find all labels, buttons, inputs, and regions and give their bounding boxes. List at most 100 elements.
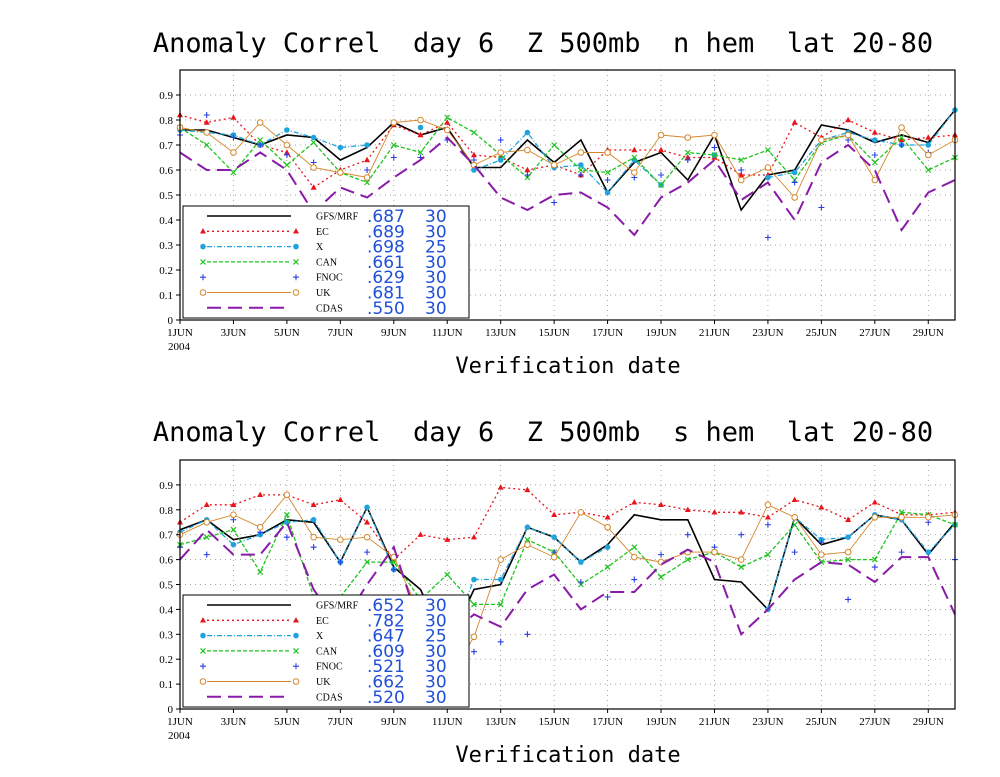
data-point-uk — [898, 124, 905, 131]
data-point-can — [684, 556, 691, 563]
x-tick-label: 7JUN — [328, 327, 354, 339]
x-tick-label: 27JUN — [859, 327, 890, 339]
data-point-can — [898, 509, 905, 516]
data-point-fnoc — [577, 172, 584, 178]
x-tick-label: 7JUN — [328, 716, 354, 728]
data-point-ec — [417, 531, 424, 537]
data-point-uk — [283, 491, 291, 499]
data-point-can — [631, 154, 638, 161]
legend-label-ec: EC — [316, 616, 329, 627]
data-point-uk — [924, 151, 932, 159]
data-point-can — [524, 536, 531, 543]
x-tick-label: 5JUN — [274, 716, 300, 728]
data-point-can — [711, 152, 718, 158]
data-point-uk — [577, 508, 585, 516]
data-point-x — [310, 516, 317, 523]
data-point-uk — [737, 556, 745, 563]
data-point-ec — [337, 496, 344, 503]
series-line-gfs-mrf — [180, 109, 956, 212]
data-point-uk — [844, 548, 852, 556]
x-tick-label: 21JUN — [699, 327, 730, 339]
data-point-fnoc — [283, 152, 290, 158]
data-point-fnoc — [845, 596, 852, 603]
legend-label-can: CAN — [316, 257, 337, 268]
legend-label-cdas: CDAS — [316, 692, 343, 703]
x-tick-label: 15JUN — [539, 327, 570, 339]
data-point-uk — [764, 164, 772, 171]
x-tick-label: 3JUN — [221, 327, 247, 339]
y-tick-label: 0.9 — [159, 90, 173, 102]
legend-score-x: .698 — [367, 238, 405, 258]
data-point-can — [791, 521, 798, 528]
x-tick-label: 29JUN — [913, 327, 944, 339]
data-point-x — [872, 137, 878, 143]
data-point-ec — [470, 151, 477, 158]
data-point-can — [765, 147, 771, 153]
data-point-x — [497, 576, 504, 583]
legend-count-cdas: 30 — [425, 688, 447, 708]
legend-count-uk: 30 — [425, 673, 447, 693]
x-tick-year: 2004 — [168, 730, 191, 742]
data-point-ec — [871, 499, 878, 505]
data-point-uk — [631, 169, 638, 176]
legend-marker-fnoc — [293, 663, 299, 670]
legend-marker-x — [200, 632, 206, 639]
chart-title-nhem: Anomaly Correl day 6 Z 500mb n hem lat 2… — [153, 28, 933, 59]
data-point-x — [604, 544, 611, 550]
legend-marker-x — [293, 632, 299, 639]
data-point-fnoc — [364, 549, 371, 556]
data-point-x — [310, 134, 317, 141]
y-tick-label: 0.4 — [159, 604, 173, 616]
y-tick-label: 0.5 — [159, 580, 173, 592]
x-tick-label: 15JUN — [539, 716, 570, 728]
data-point-can — [310, 139, 317, 146]
legend-count-can: 30 — [425, 642, 447, 662]
data-point-can — [738, 157, 745, 163]
legend-count-x: 25 — [425, 627, 447, 647]
x-tick-label: 1JUN — [167, 716, 193, 728]
data-point-can — [203, 534, 210, 541]
data-point-fnoc — [497, 137, 504, 143]
legend-score-uk: .681 — [367, 284, 405, 304]
x-tick-label: 23JUN — [752, 716, 783, 728]
data-point-uk — [310, 164, 317, 171]
legend-marker-uk — [199, 289, 207, 296]
data-point-can — [257, 569, 264, 575]
data-point-ec — [684, 506, 691, 512]
data-point-ec — [203, 501, 210, 508]
data-point-uk — [898, 513, 905, 521]
legend-marker-can — [293, 258, 299, 265]
legend-score-can: .609 — [367, 642, 405, 662]
x-tick-label: 13JUN — [485, 327, 516, 339]
chart-title-shem: Anomaly Correl day 6 Z 500mb s hem lat 2… — [153, 417, 933, 448]
data-point-can — [925, 167, 932, 173]
legend-count-ec: 30 — [425, 611, 447, 631]
data-point-uk — [203, 129, 211, 136]
legend-marker-uk — [292, 289, 300, 296]
data-point-ec — [791, 119, 798, 125]
data-point-fnoc — [898, 549, 905, 556]
legend-label-x: X — [316, 242, 324, 253]
y-tick-label: 0.3 — [159, 240, 173, 252]
data-point-fnoc — [604, 593, 611, 600]
y-tick-label: 0.5 — [159, 190, 173, 202]
data-point-can — [658, 182, 664, 188]
x-tick-label: 5JUN — [274, 327, 300, 339]
legend-marker-fnoc — [200, 663, 206, 670]
data-point-ec — [845, 516, 852, 522]
data-point-can — [283, 511, 290, 518]
data-point-uk — [871, 176, 879, 184]
x-tick-label: 19JUN — [645, 716, 676, 728]
data-point-ec — [551, 511, 558, 517]
data-point-x — [230, 541, 237, 548]
data-point-uk — [818, 551, 825, 558]
data-point-uk — [764, 501, 772, 509]
data-point-fnoc — [764, 234, 771, 241]
data-point-fnoc — [203, 112, 210, 118]
data-point-can — [471, 129, 477, 136]
data-point-x — [471, 167, 477, 173]
data-point-ec — [711, 509, 718, 515]
data-point-fnoc — [631, 576, 638, 583]
x-tick-year: 2004 — [168, 341, 191, 353]
data-point-can — [497, 601, 504, 608]
